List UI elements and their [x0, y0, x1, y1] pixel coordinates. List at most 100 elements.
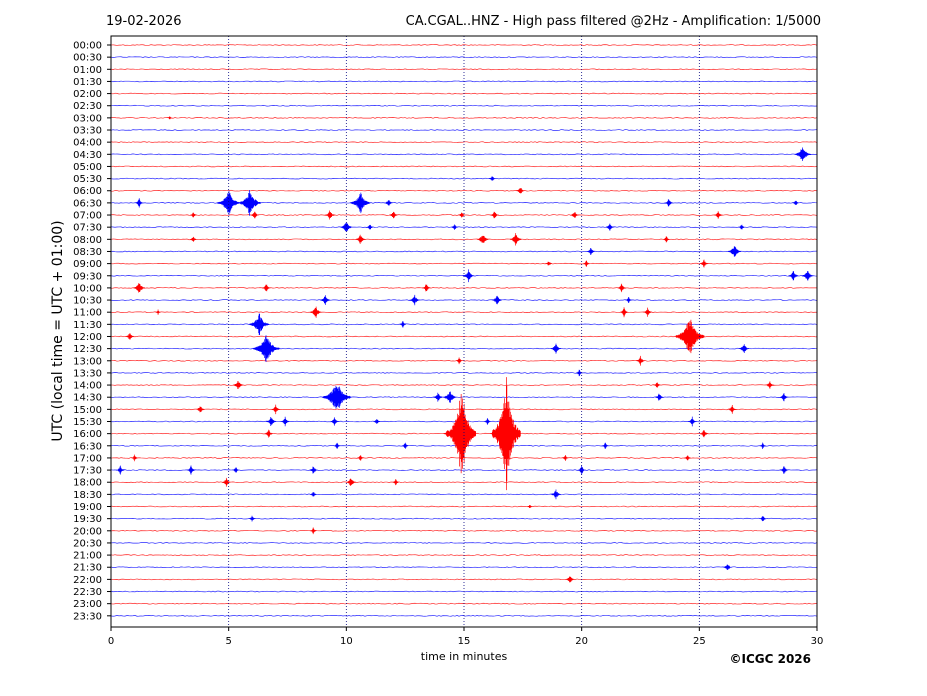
- seismic-event-mark: [432, 392, 444, 402]
- seismic-event-mark: [550, 489, 561, 500]
- y-tick-label: 01:00: [73, 65, 102, 76]
- seismic-event-mark: [625, 297, 632, 304]
- y-tick-label: 02:00: [73, 89, 102, 100]
- seismic-event-mark: [727, 246, 742, 257]
- trace-line: [110, 226, 818, 228]
- seismic-event-mark: [253, 335, 280, 362]
- y-tick-label: 12:00: [73, 332, 102, 343]
- seismic-event-mark: [617, 283, 627, 293]
- y-tick-label: 04:00: [73, 138, 102, 149]
- seismic-event-mark: [265, 417, 277, 426]
- seismic-event-mark: [155, 309, 161, 315]
- y-tick-label: 19:00: [73, 502, 102, 513]
- y-tick-label: 23:00: [73, 599, 102, 610]
- seismic-event-mark: [356, 455, 364, 461]
- seismic-event-mark: [330, 417, 339, 426]
- seismic-event-mark: [653, 382, 661, 388]
- seismic-event-mark: [684, 455, 691, 461]
- seismic-event-mark: [320, 295, 331, 305]
- trace-line: [110, 262, 818, 265]
- x-tick-label: 20: [575, 636, 588, 647]
- seismic-event-mark: [309, 306, 322, 318]
- trace-line: [110, 44, 818, 46]
- seismic-event-mark: [443, 391, 457, 403]
- trace-line: [110, 189, 818, 192]
- seismic-event-mark: [451, 224, 458, 230]
- seismic-event-mark: [389, 211, 398, 219]
- y-axis-label: UTC (local time = UTC + 01:00): [50, 220, 66, 441]
- y-tick-label: 16:30: [73, 441, 102, 452]
- seismic-event-mark: [605, 223, 615, 231]
- trace-line: [110, 493, 818, 496]
- seismic-event-mark: [458, 212, 465, 218]
- y-tick-label: 19:30: [73, 514, 102, 525]
- plot-frame: [110, 35, 818, 628]
- trace-line: [110, 529, 818, 532]
- y-tick-label: 06:00: [73, 186, 102, 197]
- seismic-event-mark: [779, 393, 789, 402]
- y-tick-label: 08:00: [73, 235, 102, 246]
- seismic-event-mark: [309, 527, 317, 535]
- seismic-event-mark: [350, 192, 371, 214]
- seismic-event-mark: [340, 222, 353, 232]
- seismic-event-mark: [250, 211, 259, 219]
- seismic-event-mark: [492, 377, 521, 491]
- seismic-event-mark: [713, 211, 723, 219]
- y-tick-label: 12:30: [73, 344, 102, 355]
- seismic-event-mark: [392, 479, 399, 486]
- seismic-event-mark: [565, 576, 575, 583]
- seismic-event-mark: [483, 418, 491, 425]
- seismic-event-mark: [488, 176, 496, 181]
- x-tick-label: 5: [225, 636, 231, 647]
- seismic-event-mark: [248, 515, 256, 522]
- seismic-event-mark: [792, 200, 799, 205]
- y-tick-label: 00:00: [73, 41, 102, 52]
- seismic-event-mark: [401, 442, 409, 449]
- seismic-event-mark: [186, 465, 196, 475]
- trace-line: [110, 153, 818, 156]
- seismic-event-mark: [384, 200, 394, 206]
- seismic-event-mark: [196, 406, 205, 413]
- seismic-event-mark: [324, 210, 335, 220]
- seismic-event-mark: [189, 212, 197, 218]
- seismic-event-mark: [116, 465, 125, 475]
- trace-line: [110, 250, 818, 253]
- seismic-event-mark: [447, 394, 476, 474]
- x-tick-label: 15: [458, 636, 471, 647]
- seismic-event-mark: [355, 234, 366, 244]
- seismic-event-mark: [794, 147, 812, 162]
- y-tick-label: 08:30: [73, 247, 102, 258]
- x-axis-label: time in minutes: [421, 650, 508, 663]
- date-label: 19-02-2026: [106, 14, 182, 29]
- seismic-event-mark: [550, 343, 561, 354]
- seismic-event-mark: [516, 188, 525, 194]
- y-tick-label: 14:30: [73, 393, 102, 404]
- y-tick-label: 09:30: [73, 271, 102, 282]
- x-axis-ticks: 0 5 10 15 20 25 30: [108, 627, 823, 647]
- seismic-event-mark: [738, 344, 750, 354]
- seismic-event-mark: [491, 295, 502, 305]
- y-tick-label: 17:30: [73, 466, 102, 477]
- y-tick-label: 07:30: [73, 223, 102, 234]
- y-tick-label: 15:30: [73, 417, 102, 428]
- y-tick-label: 16:00: [73, 429, 102, 440]
- y-tick-label: 14:00: [73, 381, 102, 392]
- trace-line: [110, 177, 818, 180]
- y-tick-label: 22:30: [73, 587, 102, 598]
- y-tick-label: 10:00: [73, 283, 102, 294]
- y-tick-label: 10:30: [73, 296, 102, 307]
- y-tick-label: 06:30: [73, 198, 102, 209]
- seismic-event-mark: [687, 416, 697, 427]
- y-tick-label: 17:00: [73, 453, 102, 464]
- y-tick-label: 09:00: [73, 259, 102, 270]
- y-tick-label: 05:00: [73, 162, 102, 173]
- y-tick-label: 21:30: [73, 563, 102, 574]
- seismic-event-mark: [264, 429, 274, 438]
- seismic-event-mark: [570, 212, 579, 218]
- trace-line: [110, 469, 818, 471]
- y-tick-label: 04:30: [73, 150, 102, 161]
- y-tick-label: 07:00: [73, 211, 102, 222]
- seismic-event-mark: [765, 381, 775, 389]
